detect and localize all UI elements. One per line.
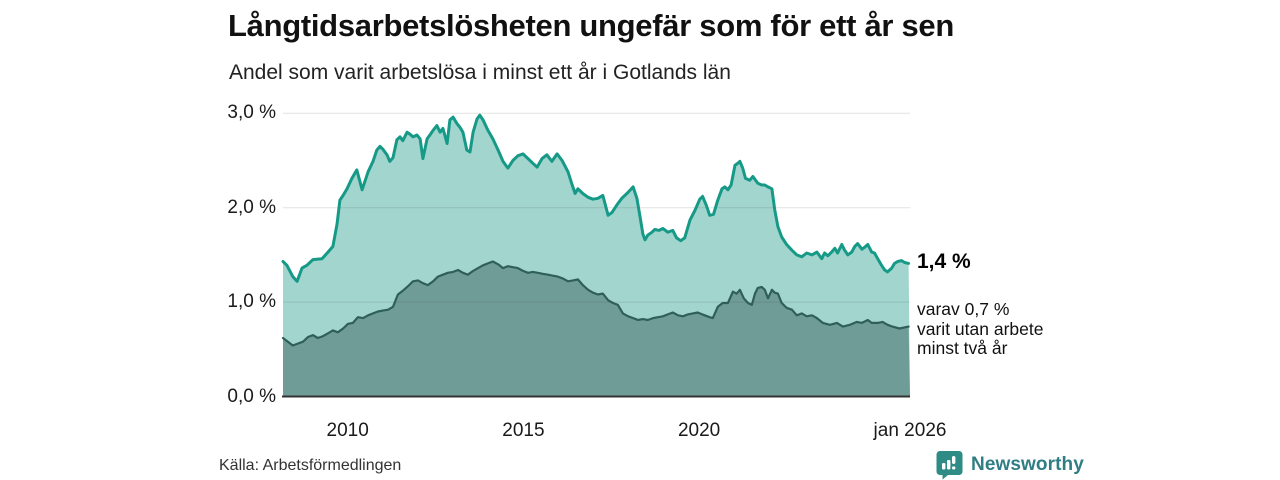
series-end-value-label: 1,4 %: [917, 250, 971, 274]
x-tick-label: 2020: [677, 420, 721, 441]
chart-subtitle: Andel som varit arbetslösa i minst ett å…: [229, 61, 731, 84]
brand-logo[interactable]: Newsworthy: [936, 450, 1084, 480]
series-area-1: [283, 261, 910, 397]
page-title: Långtidsarbetslösheten ungefär som för e…: [228, 8, 955, 43]
x-tick-label: 2015: [502, 420, 545, 441]
y-tick-label: 2,0 %: [227, 196, 276, 218]
x-tick-label: jan 2026: [873, 420, 947, 441]
y-tick-label: 1,0 %: [227, 291, 276, 313]
series-line-1: [281, 260, 910, 347]
series-sub-annotation: varav 0,7 % varit utan arbete minst två …: [917, 299, 1044, 358]
x-tick-label: 2010: [326, 420, 369, 441]
series-line-0: [281, 113, 911, 283]
brand-wordmark: Newsworthy: [971, 454, 1084, 475]
newsworthy-chart-bubble-icon: [936, 451, 963, 480]
source-caption: Källa: Arbetsförmedlingen: [219, 457, 402, 474]
y-tick-label: 0,0 %: [227, 385, 276, 407]
y-tick-label: 3,0 %: [227, 102, 276, 124]
